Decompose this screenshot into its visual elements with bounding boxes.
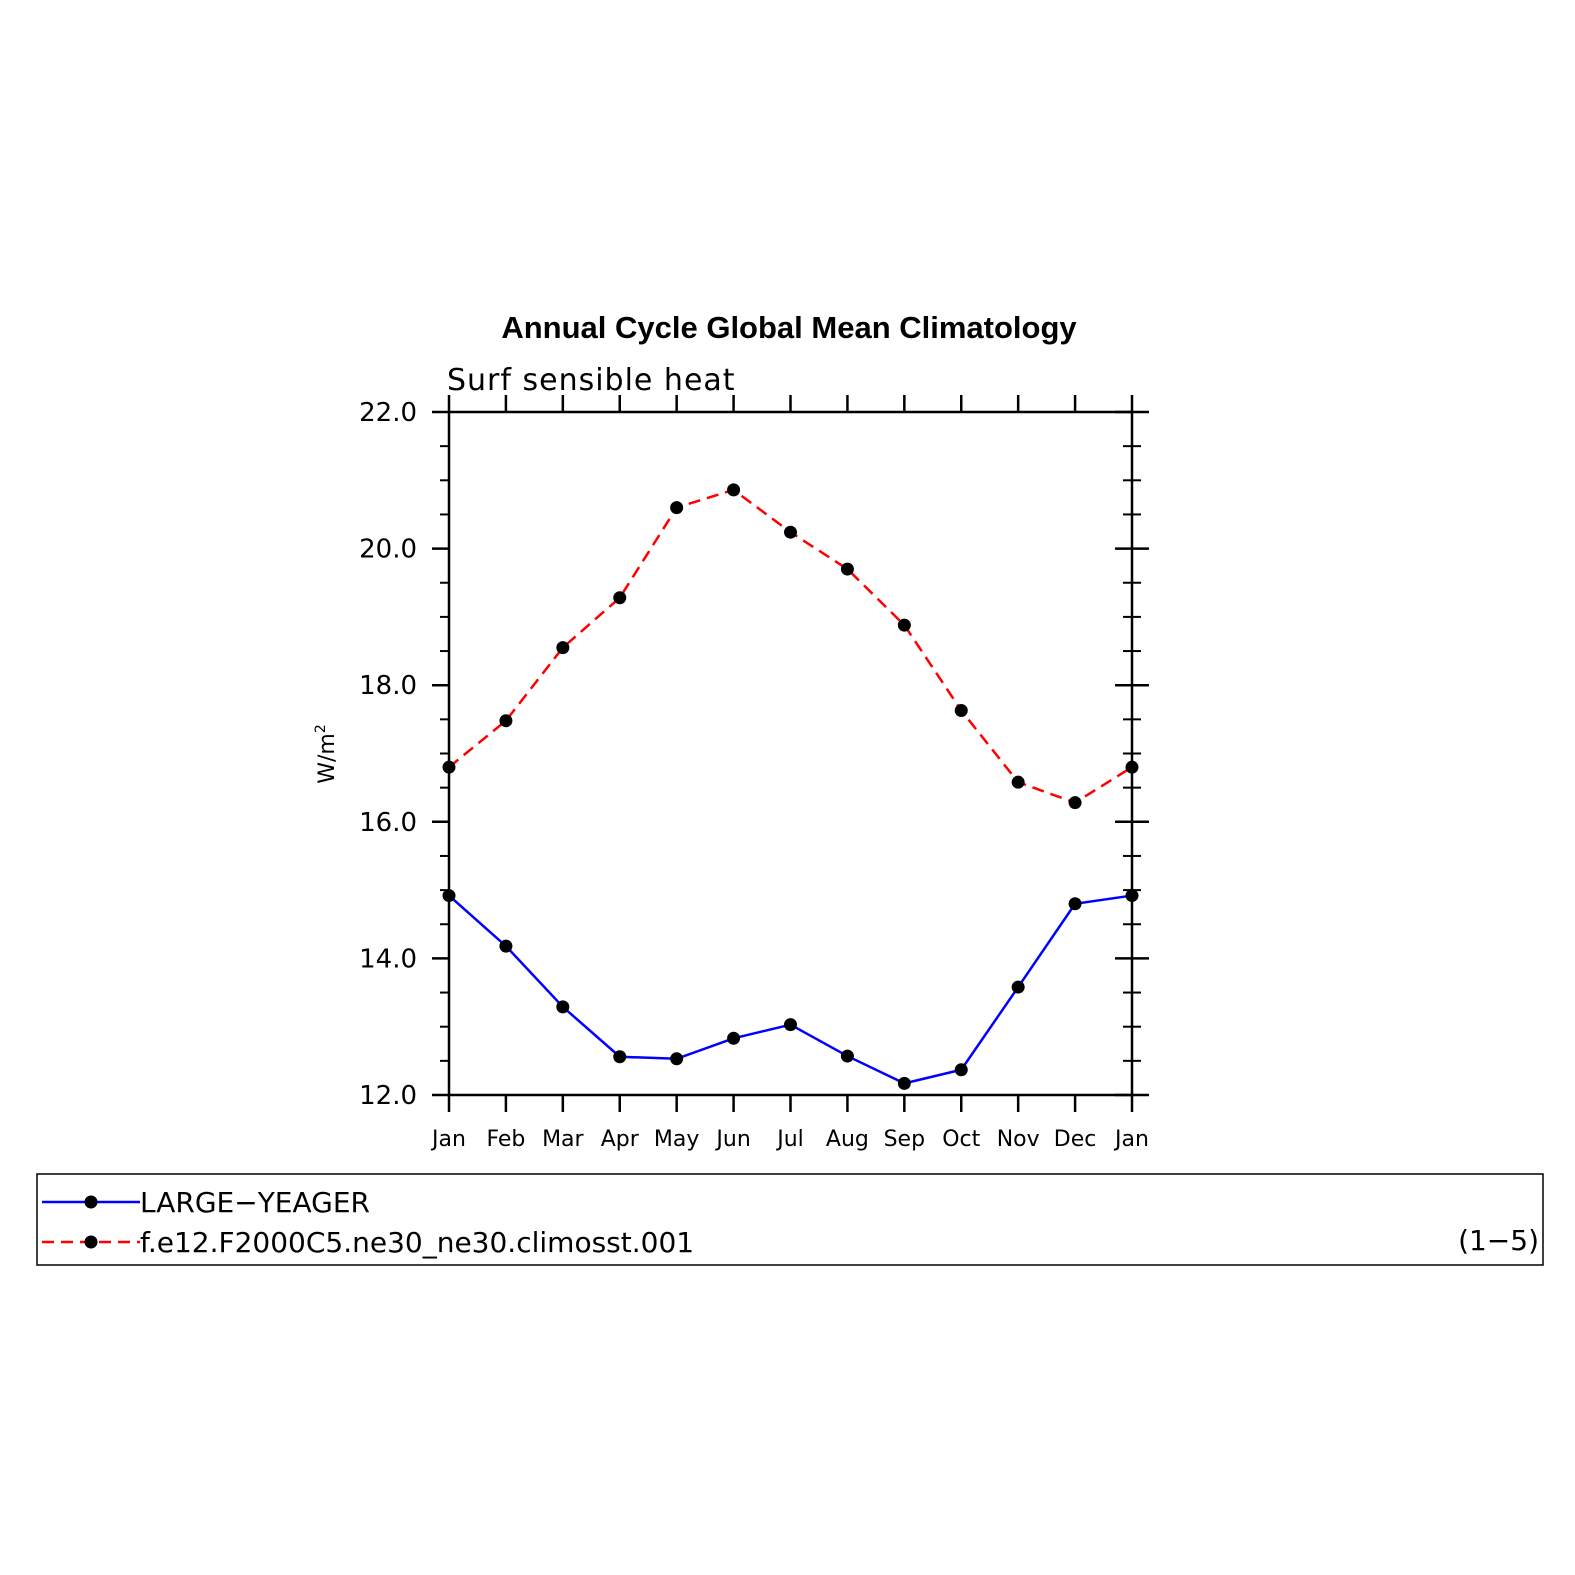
series-0-point [442, 889, 456, 903]
x-tick-label: May [654, 1127, 699, 1152]
legend-box [36, 1173, 1544, 1266]
plot-frame [447, 410, 1134, 1097]
legend-swatch-marker-1 [84, 1235, 98, 1249]
y-axis-label: W/m2 [313, 724, 340, 784]
x-tick-label: Jan [430, 1127, 466, 1152]
legend-label-0: LARGE−YEAGER [140, 1186, 370, 1219]
y-tick-label: 20.0 [359, 535, 417, 565]
y-tick-labels: 12.0 14.0 16.0 18.0 20.0 22.0 [359, 398, 417, 1111]
series-1-point [727, 483, 741, 497]
series-0-point [1011, 980, 1025, 994]
series-0-point [499, 939, 513, 953]
axis-ticks [432, 395, 1149, 1112]
y-tick-label: 14.0 [359, 944, 417, 974]
series-1-point [840, 562, 854, 576]
y-axis-label-superscript: 2 [313, 724, 329, 733]
series-1-point [784, 525, 797, 539]
x-tick-label: Feb [486, 1127, 525, 1152]
x-tick-label: Jul [775, 1127, 804, 1152]
x-tick-label: Jan [1113, 1127, 1149, 1152]
y-tick-label: 16.0 [359, 808, 417, 838]
series-0-point [954, 1063, 968, 1077]
series-0-point [840, 1049, 854, 1063]
series-1-point [670, 501, 684, 515]
series-0-point [897, 1076, 911, 1090]
legend-swatch-marker-0 [84, 1195, 98, 1209]
y-tick-label: 18.0 [359, 671, 417, 701]
x-tick-label: Mar [542, 1127, 584, 1152]
series-1-point [442, 760, 456, 774]
chart-subtitle: Surf sensible heat [447, 363, 736, 398]
series-0-point [1068, 897, 1082, 911]
x-tick-label: Nov [997, 1127, 1040, 1152]
legend-note: (1−5) [1458, 1224, 1539, 1257]
chart-title: Annual Cycle Global Mean Climatology [501, 310, 1077, 345]
x-tick-label: Oct [942, 1127, 980, 1152]
y-tick-label: 22.0 [359, 398, 417, 428]
legend-label-1: f.e12.F2000C5.ne30_ne30.climosst.001 [140, 1226, 694, 1259]
series-1-point [556, 641, 570, 655]
series-0-point [556, 1000, 570, 1014]
series-1-point [954, 703, 968, 717]
series-1-point [499, 714, 513, 728]
x-tick-label: Jun [714, 1127, 750, 1152]
series-1-point [1068, 796, 1082, 810]
x-tick-label: Sep [884, 1127, 925, 1152]
series-0-point [784, 1018, 797, 1032]
series-layer [442, 483, 1139, 1090]
series-1-point [1011, 775, 1025, 789]
series-1-point [897, 618, 911, 632]
y-tick-label: 12.0 [359, 1081, 417, 1111]
series-0-point [670, 1052, 684, 1066]
x-tick-labels: Jan Feb Mar Apr May Jun Jul Aug Sep Oct Nov Dec Jan [430, 1127, 1149, 1152]
series-0-point [613, 1050, 627, 1064]
legend: LARGE−YEAGER f.e12.F2000C5.ne30_ne30.clim… [42, 1186, 694, 1259]
series-1-point [613, 591, 627, 605]
x-tick-label: Dec [1054, 1127, 1097, 1152]
series-line-0 [448, 894, 1133, 1085]
series-1-point [1125, 760, 1139, 774]
series-0-point [727, 1031, 741, 1045]
x-tick-label: Aug [826, 1127, 869, 1152]
series-0-point [1125, 889, 1139, 903]
x-tick-label: Apr [601, 1127, 640, 1152]
y-axis-label-text: W/m [315, 733, 340, 784]
